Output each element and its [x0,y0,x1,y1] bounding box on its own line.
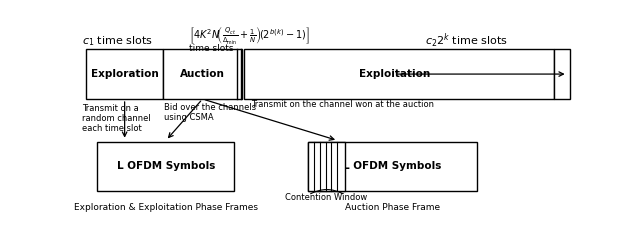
Text: $c_1$ time slots: $c_1$ time slots [83,34,154,48]
Bar [244,49,554,99]
Text: Exploration: Exploration [91,69,159,79]
Text: Exploration & Exploitation Phase Frames: Exploration & Exploitation Phase Frames [74,203,258,212]
Bar [86,49,163,99]
Text: Exploitation: Exploitation [359,69,431,79]
Text: L OFDM Symbols: L OFDM Symbols [116,162,215,171]
Bar [308,142,346,192]
Bar [163,49,242,99]
Text: Contention Window: Contention Window [285,193,367,202]
Bar [554,49,570,99]
Text: Bid over the channels
using CSMA: Bid over the channels using CSMA [164,103,257,122]
Text: L OFDM Symbols: L OFDM Symbols [343,162,442,171]
Text: Transmit on the channel won at the auction: Transmit on the channel won at the aucti… [251,100,434,109]
Text: $\left[4K^2N\!\left(\frac{Q_{ct}}{\Delta_{\min}}+\frac{1}{N}\right)\!\left(2^{b(: $\left[4K^2N\!\left(\frac{Q_{ct}}{\Delta… [189,24,310,46]
Bar [97,142,234,192]
Text: time slots: time slots [189,44,234,53]
Text: $c_2 2^k$ time slots: $c_2 2^k$ time slots [425,32,508,50]
Text: Auction: Auction [180,69,225,79]
Text: Auction Phase Frame: Auction Phase Frame [345,203,440,212]
Text: Transmit on a
random channel
each time slot: Transmit on a random channel each time s… [82,104,151,133]
Bar [308,142,477,192]
